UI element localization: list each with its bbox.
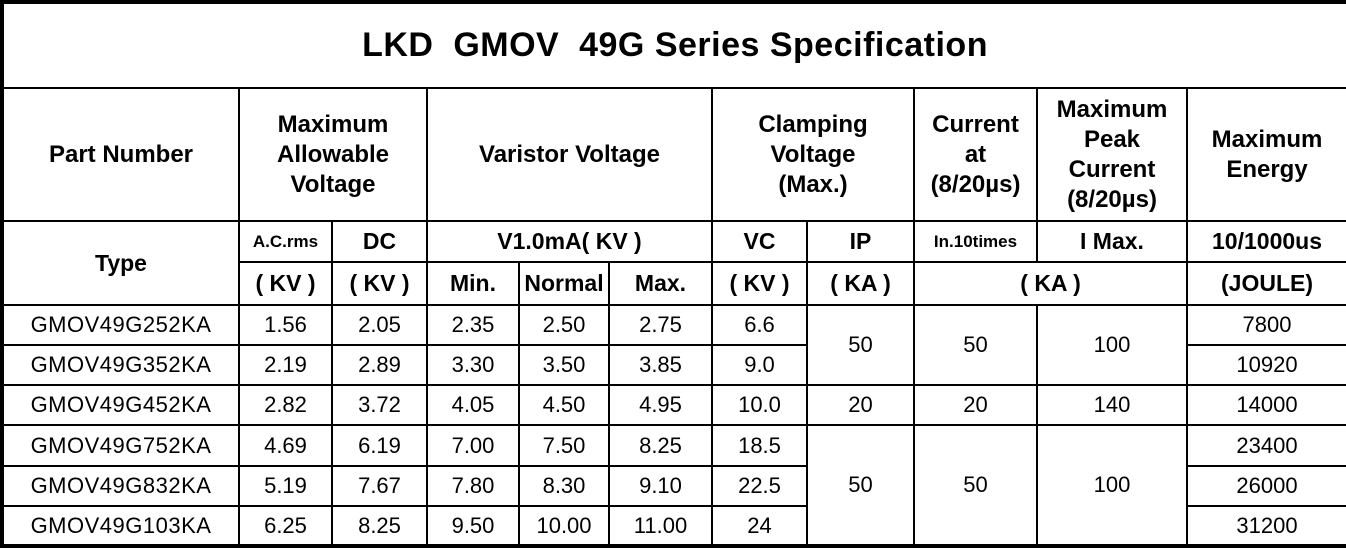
normal-value: 10.00 [518,504,610,548]
header-row-3: ( KV ) ( KV ) Min. Normal Max. ( KV ) ( … [2,261,1346,306]
header-type: Type [1,220,240,306]
in10times-value: 20 [913,384,1038,427]
part-number-cell: GMOV49G752KA [1,424,240,467]
min-value: 9.50 [426,504,520,548]
imax-value-merged: 100 [1036,303,1188,387]
vc-value: 22.5 [711,464,808,507]
table-row: GMOV49G252KA 1.56 2.05 2.35 2.50 2.75 6.… [1,303,1346,387]
unit-kv-vc: ( KV ) [711,261,808,306]
table-row: GMOV49G352KA 2.19 2.89 3.30 3.50 3.85 9.… [1,343,1346,387]
min-value: 7.80 [426,464,520,507]
table-row: GMOV49G752KA 4.69 6.19 7.00 7.50 8.25 18… [1,424,1346,547]
part-number-cell: GMOV49G252KA [1,303,240,346]
normal-value: 4.50 [518,384,610,427]
header-current-at: Current at (8/20µs) [913,87,1038,223]
min-value: 3.30 [426,343,520,387]
vc-value: 9.0 [711,343,808,387]
energy-value: 26000 [1185,464,1346,507]
vc-value: 24 [711,504,808,548]
part-number-cell: GMOV49G452KA [1,384,240,427]
unit-kv-acrms: ( KV ) [238,261,333,306]
page-title: LKD GMOV 49G Series Specification [0,0,1346,90]
min-value: 7.00 [426,424,520,467]
ip-value-merged: 50 [806,424,915,547]
in10times-value-merged: 50 [913,303,1038,387]
title-row: LKD GMOV 49G Series Specification [0,0,1346,90]
header-i-max: I Max. [1036,220,1188,264]
vc-value: 6.6 [711,303,808,346]
table-row: GMOV49G103KA 6.25 8.25 9.50 10.00 11.00 … [1,504,1346,548]
ip-value: 20 [806,384,915,427]
min-value: 2.35 [426,303,520,346]
energy-value: 14000 [1185,384,1346,427]
header-row-2: Type A.C.rms DC V1.0mA( KV ) VC IP In.10… [1,220,1346,306]
imax-value: 140 [1036,384,1188,427]
dc-value: 3.72 [331,384,428,427]
max-value: 8.25 [608,424,713,467]
dc-value: 8.25 [331,504,428,548]
acrms-value: 6.25 [238,504,333,548]
in10times-value-merged: 50 [913,424,1038,547]
header-row-1: Part Number Maximum Allowable Voltage Va… [1,87,1346,223]
max-value: 9.10 [608,464,713,507]
dc-value: 7.67 [331,464,428,507]
header-clamping-voltage-max: Clamping Voltage (Max.) [711,87,915,223]
table-row: GMOV49G452KA 2.82 3.72 4.05 4.50 4.95 10… [1,384,1346,427]
ip-value-merged: 50 [806,303,915,387]
part-number-cell: GMOV49G103KA [1,504,240,548]
header-dc: DC [331,220,428,264]
unit-joule: (JOULE) [1185,261,1346,306]
min-value: 4.05 [426,384,520,427]
unit-ka-ip: ( KA ) [806,261,915,306]
max-value: 3.85 [608,343,713,387]
vc-value: 10.0 [711,384,808,427]
header-normal: Normal [518,261,610,306]
part-number-cell: GMOV49G352KA [1,343,240,387]
max-value: 4.95 [608,384,713,427]
header-varistor-voltage: Varistor Voltage [426,87,713,223]
part-number-cell: GMOV49G832KA [1,464,240,507]
header-part-number: Part Number [1,87,240,223]
dc-value: 2.05 [331,303,428,346]
acrms-value: 5.19 [238,464,333,507]
normal-value: 8.30 [518,464,610,507]
max-value: 2.75 [608,303,713,346]
imax-value-merged: 100 [1036,424,1188,547]
unit-kv-dc: ( KV ) [331,261,428,306]
max-value: 11.00 [608,504,713,548]
table-row: GMOV49G832KA 5.19 7.67 7.80 8.30 9.10 22… [1,464,1346,507]
header-acrms: A.C.rms [238,220,333,264]
unit-ka-currents: ( KA ) [913,261,1188,306]
dc-value: 6.19 [331,424,428,467]
energy-value: 23400 [1185,424,1346,467]
energy-value: 10920 [1185,343,1346,387]
header-max-peak-current: Maximum Peak Current (8/20µs) [1036,87,1188,223]
normal-value: 2.50 [518,303,610,346]
header-vc: VC [711,220,808,264]
normal-value: 3.50 [518,343,610,387]
header-min: Min. [426,261,520,306]
normal-value: 7.50 [518,424,610,467]
header-max-energy: Maximum Energy [1185,87,1346,223]
energy-value: 7800 [1185,303,1346,346]
acrms-value: 2.19 [238,343,333,387]
header-max-allowable-voltage: Maximum Allowable Voltage [238,87,428,223]
vc-value: 18.5 [711,424,808,467]
header-10-1000us: 10/1000us [1185,220,1346,264]
header-v1-0ma-kv: V1.0mA( KV ) [426,220,713,264]
header-in-10times: In.10times [913,220,1038,264]
acrms-value: 1.56 [238,303,333,346]
energy-value: 31200 [1185,504,1346,548]
dc-value: 2.89 [331,343,428,387]
header-max: Max. [608,261,713,306]
header-ip: IP [806,220,915,264]
acrms-value: 4.69 [238,424,333,467]
acrms-value: 2.82 [238,384,333,427]
